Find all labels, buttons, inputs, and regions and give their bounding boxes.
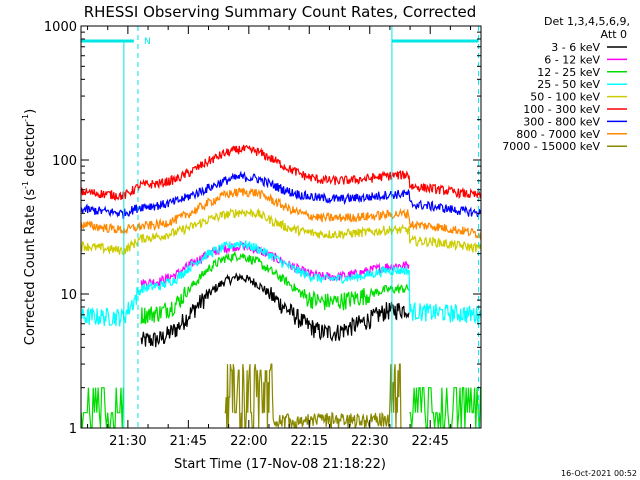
series-line-300-800-kev: [80, 170, 482, 220]
legend-label: 6 - 12 keV: [544, 53, 600, 66]
series-line-100-300-kev: [80, 144, 482, 201]
timestamp: 16-Oct-2021 00:52: [561, 469, 637, 478]
x-tick-label: 21:45: [170, 434, 207, 449]
legend-label: 3 - 6 keV: [551, 41, 600, 54]
legend-label: 50 - 100 keV: [530, 91, 600, 104]
series-layer: [80, 144, 482, 429]
series-line-12-25-kev: [140, 250, 410, 325]
series-line-7000-15000-kev: [224, 363, 402, 429]
legend-label: 100 - 300 keV: [523, 103, 600, 116]
event-layer: N: [81, 26, 480, 428]
series-line-12-25-kev-edge-1: [409, 387, 482, 429]
y-tick-label: 100: [52, 154, 77, 169]
x-tick-label: 21:30: [109, 434, 146, 449]
legend-header-line1: Det 1,3,4,5,6,9,: [544, 15, 630, 28]
x-tick-label: 22:45: [411, 434, 448, 449]
x-axis-label: Start Time (17-Nov-08 21:18:22): [174, 457, 386, 472]
night-marker-label: N: [144, 37, 151, 47]
x-axis: 21:30 21:45 22:00 22:15 22:30 22:45: [87, 26, 472, 449]
chart-title: RHESSI Observing Summary Count Rates, Co…: [84, 3, 477, 21]
legend-label: 12 - 25 keV: [537, 66, 600, 79]
series-line-50-100-kev: [80, 207, 482, 256]
y-axis-label: Corrected Count Rate (s-1 detector-1): [21, 109, 38, 345]
y-tick-label: 10: [60, 288, 77, 303]
series-line-6-12-kev: [140, 241, 410, 290]
y-axis: 1 10 100 1000: [44, 20, 481, 437]
legend-header-line2: Att 0: [601, 28, 627, 41]
legend-label: 25 - 50 keV: [537, 78, 600, 91]
legend-label: 7000 - 15000 keV: [502, 140, 600, 153]
y-tick-label: 1: [69, 422, 77, 437]
x-tick-label: 22:00: [230, 434, 267, 449]
legend-label: 300 - 800 keV: [523, 115, 600, 128]
series-line-25-50-kev: [80, 239, 482, 327]
x-tick-label: 22:15: [291, 434, 328, 449]
x-tick-label: 22:30: [351, 434, 388, 449]
series-line-800-7000-kev: [80, 187, 482, 241]
series-line-12-25-kev-edge-0: [80, 387, 124, 429]
series-line-3-6-kev: [140, 272, 410, 348]
y-tick-label: 1000: [44, 20, 77, 35]
plot-frame: [80, 25, 482, 429]
legend-label: 800 - 7000 keV: [516, 128, 600, 141]
